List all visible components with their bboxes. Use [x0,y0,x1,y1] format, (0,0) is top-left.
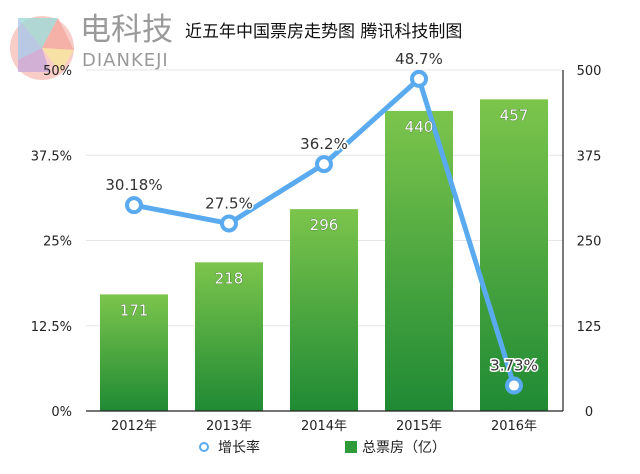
right-tick-label: 500 [577,64,602,79]
line-data-label: 27.5% [205,194,253,212]
logo-text-cn: 电科技 [80,12,173,48]
bar-data-label: 296 [310,216,339,234]
x-tick-label: 2014年 [301,419,347,434]
x-tick-label: 2012年 [111,419,157,434]
growth-rate-point [125,196,143,215]
bar-data-label: 171 [120,301,149,319]
bar-data-label: 440 [405,118,434,136]
legend-bar-marker [345,441,357,453]
bar-2016年 [480,99,548,412]
x-tick-label: 2013年 [206,419,252,434]
bar-2012年 [100,294,168,411]
growth-rate-point [410,69,428,88]
logo-mark [10,16,74,80]
legend-bar-label: 总票房（亿） [362,440,446,456]
left-tick-label: 50% [43,64,72,79]
right-tick-label: 0 [585,405,593,420]
bar-2015年 [385,110,453,412]
legend-line-label: 增长率 [218,439,260,456]
line-data-label: 30.18% [105,176,162,194]
x-tick-label: 2016年 [491,419,537,434]
bar-2014年 [290,209,358,411]
line-data-label: 36.2% [300,135,348,153]
bar-2013年 [195,262,263,411]
legend-line-marker [199,442,209,452]
right-tick-label: 125 [577,320,602,335]
bar-data-label: 218 [215,269,244,287]
left-tick-label: 25% [43,235,72,250]
growth-rate-point [315,155,333,174]
line-data-label: 3.73% [490,357,538,375]
chart-title: 近五年中国票房走势图 腾讯科技制图 [185,22,463,42]
right-tick-label: 250 [577,235,602,250]
right-tick-label: 375 [577,149,602,164]
x-tick-label: 2015年 [396,419,442,434]
left-tick-label: 12.5% [31,320,72,335]
growth-rate-point [220,214,238,233]
bar-data-label: 457 [500,106,529,124]
logo-text-en: DIANKEJI [82,50,169,71]
left-tick-label: 37.5% [31,149,72,164]
line-data-label: 48.7% [395,50,443,68]
growth-rate-point [505,376,523,395]
left-tick-label: 0% [51,405,72,420]
